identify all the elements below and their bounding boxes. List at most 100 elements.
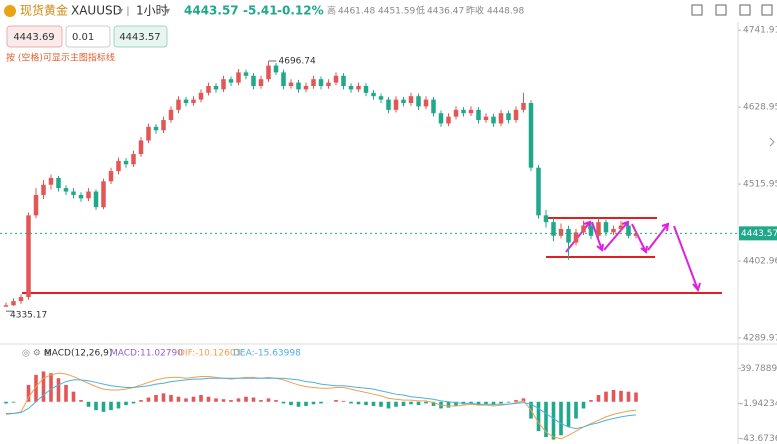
candle-body: [206, 86, 211, 93]
price-tag: [739, 226, 777, 241]
candle-body: [63, 188, 69, 192]
macd-bar: [274, 400, 278, 402]
macd-bar: [86, 401, 91, 407]
candle-body: [573, 232, 579, 243]
macd-bar: [386, 401, 391, 409]
candle-body: [581, 225, 586, 233]
macd-bar: [281, 401, 286, 404]
macd-controls[interactable]: ◎ ⚙ ⊠: [22, 349, 51, 359]
macd-bar: [394, 401, 398, 407]
macd-bar: [401, 401, 406, 406]
candle-body: [566, 228, 571, 243]
macd-bar: [476, 401, 481, 406]
tool-button[interactable]: [691, 4, 703, 16]
candle-body: [311, 79, 316, 86]
macd-value: MACD:11.02790: [110, 349, 183, 359]
candle-body: [416, 96, 421, 107]
macd-bar: [491, 401, 496, 406]
macd-bar: [424, 401, 428, 404]
high-label: 4696.74: [279, 56, 316, 66]
tool-button[interactable]: [761, 4, 773, 16]
candle-body: [596, 222, 601, 236]
macd-bar: [229, 400, 233, 402]
symbol[interactable]: XAUUSD: [71, 4, 122, 18]
macd-bar: [296, 401, 301, 407]
macd-bar: [146, 397, 151, 402]
candle-body: [498, 113, 504, 124]
lot-input[interactable]: [65, 25, 111, 48]
candle-body: [408, 96, 414, 104]
macd-bar: [379, 401, 383, 407]
tool-button[interactable]: [739, 4, 751, 16]
macd-bar: [626, 391, 631, 402]
candle-body: [363, 86, 369, 93]
gold-icon: [4, 5, 16, 17]
macd-bar: [34, 374, 38, 402]
macd-bar: [619, 390, 623, 402]
macd-bar: [251, 397, 256, 402]
macd-bar: [551, 401, 556, 440]
macd-bar: [101, 401, 106, 412]
macd-bar: [371, 401, 376, 406]
candle-body: [341, 75, 346, 86]
macd-bar: [514, 400, 518, 402]
macd-bar: [521, 398, 526, 402]
macd-bar: [64, 384, 68, 402]
macd-bar: [409, 401, 413, 405]
period[interactable]: 1小时: [136, 4, 168, 18]
candle-body: [453, 109, 459, 117]
change-pct: -0.12%: [277, 4, 324, 18]
lot[interactable]: 0.01: [72, 32, 94, 43]
y-tick-label: 4402.96: [743, 257, 777, 267]
macd-bar: [206, 396, 211, 402]
dea-line: [6, 377, 637, 430]
candle-body: [251, 75, 256, 86]
macd-bar: [319, 401, 323, 404]
sell-button[interactable]: [6, 25, 63, 48]
symbol-dropdown[interactable]: ▾ |: [118, 6, 130, 17]
macd-bar: [169, 395, 173, 402]
low: 4436.47: [427, 7, 464, 17]
candle-body: [303, 86, 309, 90]
macd-bar: [41, 371, 46, 402]
candle-body: [401, 99, 406, 104]
bid-price[interactable]: 4443.69: [13, 32, 54, 43]
macd-bar: [71, 391, 76, 402]
candle-body: [618, 225, 624, 229]
low-label: 4335.17: [10, 311, 47, 321]
candle-body: [491, 116, 496, 124]
candle-body: [168, 109, 174, 121]
change: -5.41: [243, 4, 278, 18]
candle-body: [183, 99, 189, 104]
candle-body: [131, 154, 136, 165]
ask-price[interactable]: 4443.57: [119, 32, 160, 43]
macd-bar: [184, 398, 188, 402]
y-tick-label: 4515.95: [743, 180, 777, 190]
candle-body: [378, 96, 384, 100]
candle-body: [48, 177, 54, 185]
candle-body: [161, 120, 166, 131]
candle-body: [348, 86, 354, 90]
macd-bar: [26, 384, 31, 402]
candle-body: [78, 194, 84, 199]
macd-bar: [356, 401, 361, 405]
candle-body: [11, 301, 16, 306]
candle-body: [198, 92, 204, 100]
price-tag-label: 4443.57: [741, 229, 777, 239]
candle-body: [506, 113, 511, 121]
candle-body: [221, 79, 226, 90]
candle-body: [266, 65, 271, 80]
period-dropdown[interactable]: ▾: [165, 6, 170, 17]
y-tick-label: 4628.95: [743, 103, 777, 113]
low-label: 低: [416, 5, 425, 17]
candle-body: [611, 228, 616, 233]
instrument-name[interactable]: 现货黄金: [20, 3, 68, 18]
candle-body: [356, 86, 361, 90]
candle-body: [326, 82, 331, 86]
buy-button[interactable]: [113, 25, 168, 48]
collapse-button[interactable]: [769, 137, 775, 147]
tool-button[interactable]: [715, 4, 727, 16]
macd-bar: [56, 378, 61, 402]
